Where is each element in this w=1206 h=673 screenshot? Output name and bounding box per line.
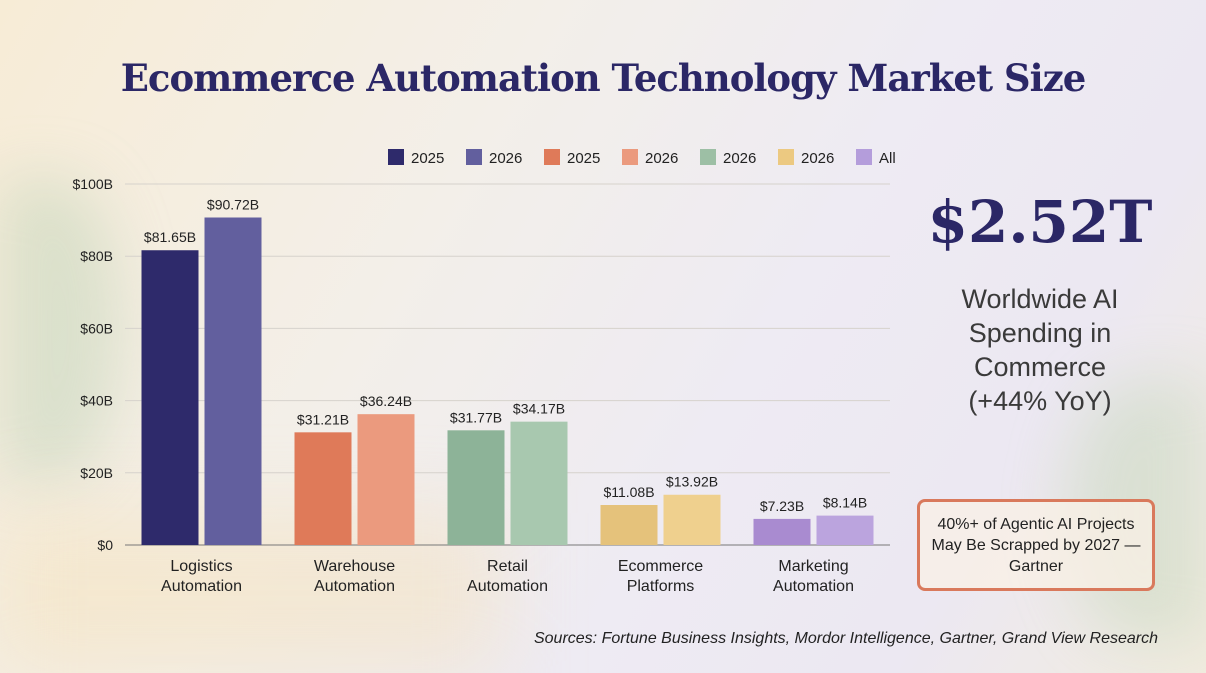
description-line: Spending in xyxy=(968,318,1112,348)
x-tick-label: Retail xyxy=(487,558,528,575)
x-tick-label: Automation xyxy=(467,578,548,595)
data-label: $8.14B xyxy=(823,495,867,511)
bar xyxy=(357,414,415,545)
note-text: 40%+ of Agentic AI Projects May Be Scrap… xyxy=(931,515,1141,575)
sources-text: Sources: Fortune Business Insights, Mord… xyxy=(533,630,1158,647)
legend-label: All xyxy=(879,150,896,167)
y-tick-label: $20B xyxy=(80,465,113,481)
legend-label: 2026 xyxy=(801,150,834,167)
bar xyxy=(600,505,658,545)
bar xyxy=(204,217,262,545)
x-tick-label: Logistics xyxy=(170,558,232,575)
y-tick-label: $60B xyxy=(80,320,113,336)
bar xyxy=(816,515,874,545)
bar xyxy=(753,518,811,545)
legend-swatch xyxy=(544,149,560,165)
x-tick-label: Automation xyxy=(314,578,395,595)
bar xyxy=(510,421,568,545)
data-label: $34.17B xyxy=(513,401,565,417)
legend-swatch xyxy=(700,149,716,165)
legend-label: 2025 xyxy=(567,150,600,167)
y-tick-label: $0 xyxy=(97,537,113,553)
y-tick-label: $100B xyxy=(73,176,113,192)
bar xyxy=(141,250,199,545)
bar xyxy=(294,432,352,545)
data-label: $13.92B xyxy=(666,474,718,490)
bar xyxy=(663,494,721,545)
legend-swatch xyxy=(856,149,872,165)
description-line: (+44% YoY) xyxy=(968,386,1112,416)
page-title: Ecommerce Automation Technology Market S… xyxy=(120,56,1087,100)
x-tick-label: Marketing xyxy=(778,558,848,575)
legend-swatch xyxy=(622,149,638,165)
x-tick-label: Ecommerce xyxy=(618,558,703,575)
y-tick-label: $40B xyxy=(80,393,113,409)
legend-label: 2026 xyxy=(723,150,756,167)
x-tick-label: Warehouse xyxy=(314,558,395,575)
data-label: $31.77B xyxy=(450,409,502,425)
background-wash xyxy=(0,180,120,480)
headline-description: Worldwide AI Spending in Commerce (+44% … xyxy=(910,282,1170,418)
legend-swatch xyxy=(388,149,404,165)
data-label: $90.72B xyxy=(207,197,259,213)
legend-label: 2025 xyxy=(411,150,444,167)
gartner-note-box: 40%+ of Agentic AI Projects May Be Scrap… xyxy=(917,499,1155,591)
y-tick-label: $80B xyxy=(80,248,113,264)
x-tick-label: Platforms xyxy=(627,578,695,595)
data-label: $11.08B xyxy=(603,484,654,500)
x-tick-label: Automation xyxy=(773,578,854,595)
legend-label: 2026 xyxy=(489,150,522,167)
legend-swatch xyxy=(778,149,794,165)
legend-label: 2026 xyxy=(645,150,678,167)
data-label: $31.21B xyxy=(297,411,349,427)
bar xyxy=(447,430,505,545)
data-label: $81.65B xyxy=(144,229,196,245)
data-label: $7.23B xyxy=(760,498,804,514)
x-tick-label: Automation xyxy=(161,578,242,595)
description-line: Commerce xyxy=(973,352,1107,382)
description-line: Worldwide AI xyxy=(961,284,1119,314)
data-label: $36.24B xyxy=(360,393,412,409)
headline-value: $2.52T xyxy=(927,188,1153,256)
legend-swatch xyxy=(466,149,482,165)
